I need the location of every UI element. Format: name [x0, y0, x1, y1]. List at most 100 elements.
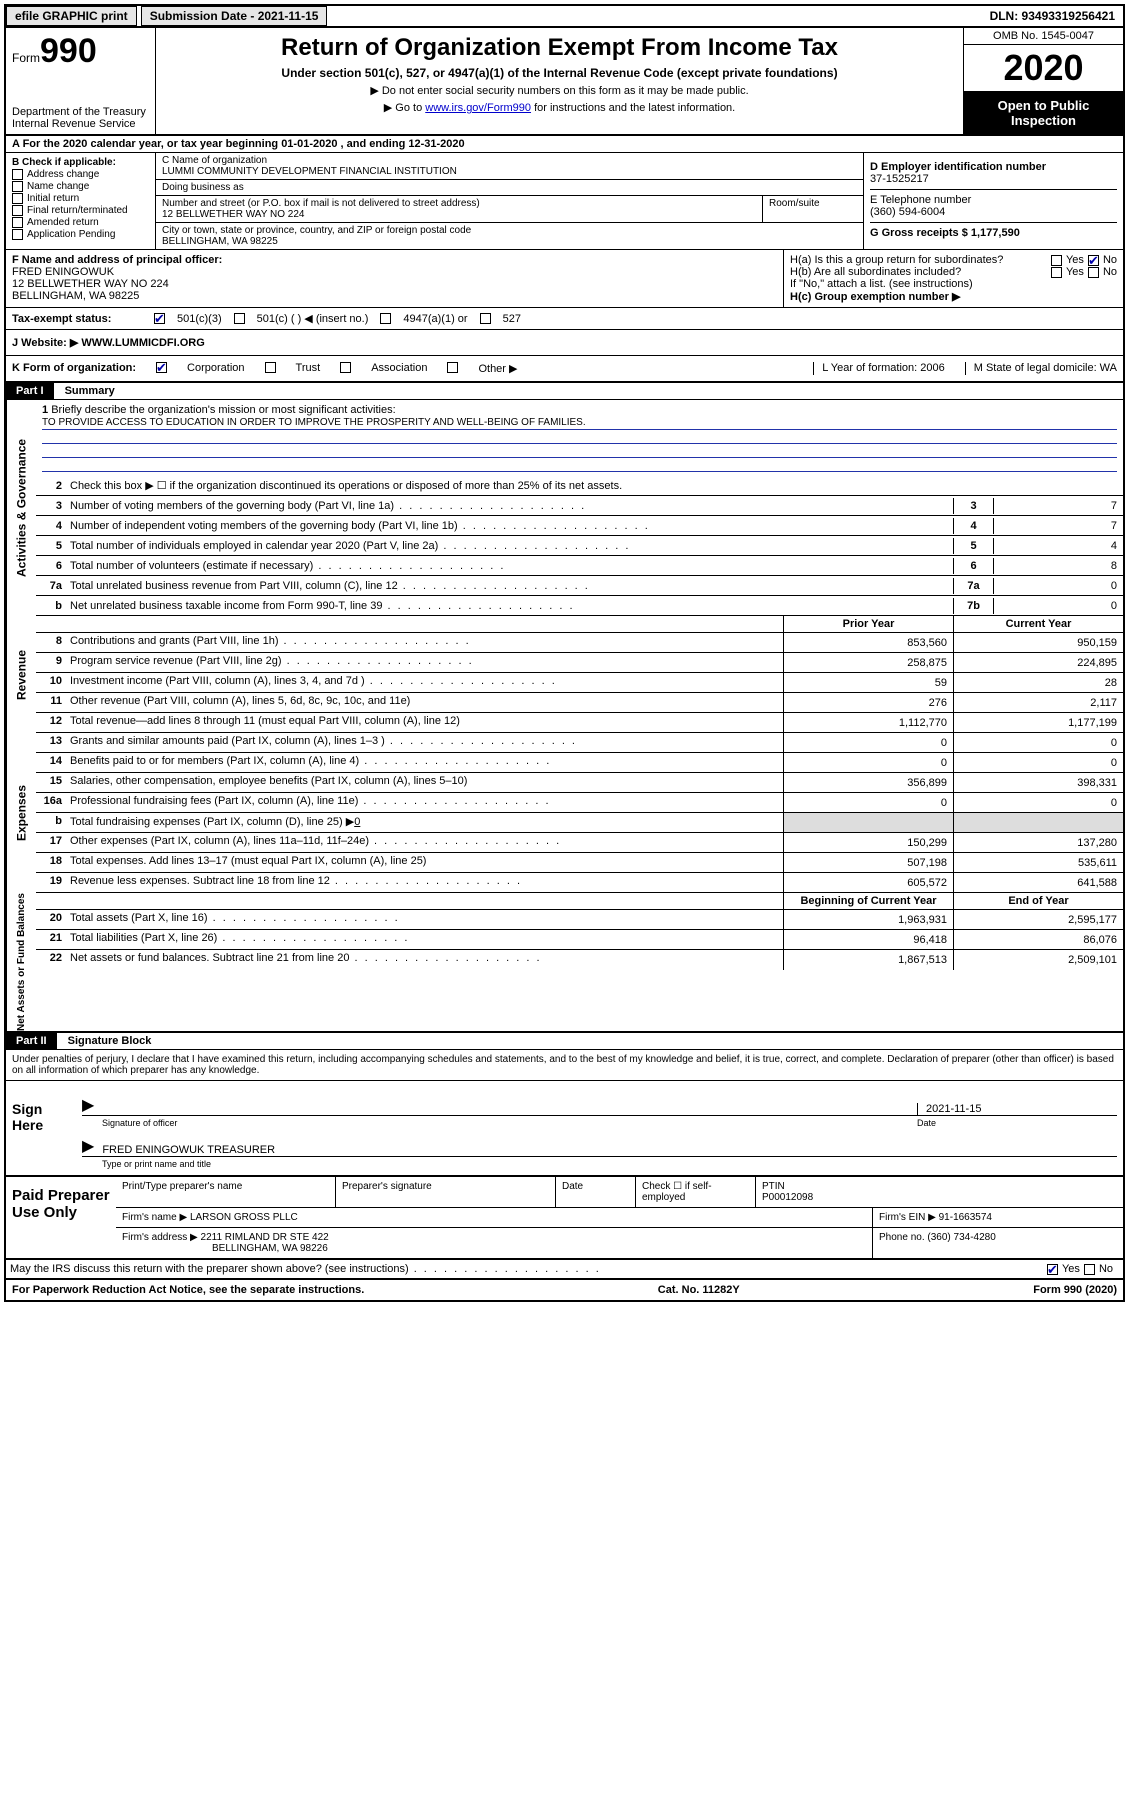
checkbox-icon[interactable]	[1088, 255, 1099, 266]
l16a-text: Professional fundraising fees (Part IX, …	[66, 793, 783, 812]
checkbox-icon[interactable]	[1084, 1264, 1095, 1275]
dln-value: DLN: 93493319256421	[982, 7, 1123, 25]
chk-label: Application Pending	[27, 229, 115, 240]
rev-col-hdr: Prior YearCurrent Year	[36, 616, 1123, 633]
note-pre: ▶ Go to	[384, 102, 425, 114]
checkbox-icon[interactable]	[1047, 1264, 1058, 1275]
l8-curr: 950,159	[953, 633, 1123, 652]
l13-curr: 0	[953, 733, 1123, 752]
governance-content: 1 Briefly describe the organization's mi…	[36, 400, 1123, 616]
efile-print-button[interactable]: efile GRAPHIC print	[6, 6, 137, 26]
l18-prior: 507,198	[783, 853, 953, 872]
hb-label: H(b) Are all subordinates included?	[790, 266, 1047, 278]
ein-val: 91-1663574	[939, 1212, 992, 1223]
h2: Preparer's signature	[336, 1177, 556, 1207]
k-l-m-row: K Form of organization: Corporation Trus…	[6, 356, 1123, 383]
line2: 2Check this box ▶ ☐ if the organization …	[36, 476, 1123, 496]
m-state: M State of legal domicile: WA	[965, 362, 1117, 375]
prep-hdr-row: Print/Type preparer's name Preparer's si…	[116, 1177, 1123, 1208]
c-name-cell: C Name of organization LUMMI COMMUNITY D…	[156, 153, 863, 179]
form-title: Return of Organization Exempt From Incom…	[166, 34, 953, 62]
sig-officer-line: ▶ 2021-11-15	[82, 1095, 1117, 1116]
room-cell: Room/suite	[763, 196, 863, 222]
j-label: J Website: ▶	[12, 337, 78, 349]
l13-text: Grants and similar amounts paid (Part IX…	[66, 733, 783, 752]
chk-final[interactable]: Final return/terminated	[12, 205, 149, 216]
opt-527: 527	[503, 313, 521, 325]
topbar: efile GRAPHIC print Submission Date - 20…	[6, 6, 1123, 28]
l12-text: Total revenue—add lines 8 through 11 (mu…	[66, 713, 783, 732]
ha-row: H(a) Is this a group return for subordin…	[790, 254, 1117, 266]
preparer-fields: Print/Type preparer's name Preparer's si…	[116, 1177, 1123, 1258]
hc-label: H(c) Group exemption number ▶	[790, 290, 1117, 303]
g-gross: G Gross receipts $ 1,177,590	[870, 223, 1117, 243]
irs-link[interactable]: www.irs.gov/Form990	[425, 102, 531, 114]
f-name: FRED ENINGOWUK	[12, 266, 777, 278]
checkbox-icon[interactable]	[265, 362, 276, 373]
l15-prior: 356,899	[783, 773, 953, 792]
website-row: J Website: ▶ WWW.LUMMICDFI.ORG	[6, 330, 1123, 356]
no: No	[1099, 1263, 1113, 1275]
footer-mid: Cat. No. 11282Y	[658, 1284, 740, 1296]
line7b: bNet unrelated business taxable income f…	[36, 596, 1123, 616]
checkbox-icon[interactable]	[234, 313, 245, 324]
l20-text: Total assets (Part X, line 16)	[66, 910, 783, 929]
l16b-text: Total fundraising expenses (Part IX, col…	[66, 813, 783, 832]
perjury-text: Under penalties of perjury, I declare th…	[6, 1050, 1123, 1081]
omb-number: OMB No. 1545-0047	[964, 28, 1123, 45]
discuss-text: May the IRS discuss this return with the…	[6, 1261, 1037, 1277]
yes: Yes	[1066, 254, 1084, 266]
line18: 18Total expenses. Add lines 13–17 (must …	[36, 853, 1123, 873]
part2-bar: Part II Signature Block	[6, 1033, 1123, 1050]
room-label: Room/suite	[769, 198, 857, 209]
b-checkboxes: B Check if applicable: Address change Na…	[6, 153, 156, 249]
chk-amended[interactable]: Amended return	[12, 217, 149, 228]
checkbox-icon[interactable]	[156, 362, 167, 373]
line-a: A For the 2020 calendar year, or tax yea…	[6, 136, 1123, 153]
mission-blank	[42, 444, 1117, 458]
checkbox-icon	[12, 205, 23, 216]
netassets-content: Beginning of Current YearEnd of Year 20T…	[36, 893, 1123, 1031]
checkbox-icon[interactable]	[1051, 267, 1062, 278]
l10-text: Investment income (Part VIII, column (A)…	[66, 673, 783, 692]
b-name-address: C Name of organization LUMMI COMMUNITY D…	[156, 153, 863, 249]
submission-date: Submission Date - 2021-11-15	[141, 6, 328, 26]
discuss-row: May the IRS discuss this return with the…	[6, 1260, 1123, 1280]
l17-curr: 137,280	[953, 833, 1123, 852]
arrow-icon: ▶	[82, 1095, 94, 1115]
checkbox-icon[interactable]	[447, 362, 458, 373]
arrow-icon: ▶	[82, 1136, 94, 1156]
checkbox-icon[interactable]	[154, 313, 165, 324]
l11-prior: 276	[783, 693, 953, 712]
chk-address[interactable]: Address change	[12, 169, 149, 180]
discuss-yn: Yes No	[1037, 1263, 1123, 1275]
l3-text: Number of voting members of the governin…	[66, 498, 953, 514]
l18-curr: 535,611	[953, 853, 1123, 872]
checkbox-icon[interactable]	[1088, 267, 1099, 278]
sig-date: 2021-11-15	[917, 1103, 1117, 1115]
l2-text: Check this box ▶ ☐ if the organization d…	[66, 477, 1123, 494]
col-beg: Beginning of Current Year	[783, 893, 953, 909]
note-post: for instructions and the latest informat…	[531, 102, 735, 114]
footer-right: Form 990 (2020)	[1033, 1284, 1117, 1296]
l17-prior: 150,299	[783, 833, 953, 852]
ein-cell: Firm's EIN ▶ 91-1663574	[873, 1208, 1123, 1227]
mission-text: TO PROVIDE ACCESS TO EDUCATION IN ORDER …	[42, 416, 1117, 430]
expenses-grid: Expenses 13Grants and similar amounts pa…	[6, 733, 1123, 893]
checkbox-icon[interactable]	[480, 313, 491, 324]
l7b-val: 0	[993, 598, 1123, 614]
chk-name[interactable]: Name change	[12, 181, 149, 192]
chk-pending[interactable]: Application Pending	[12, 229, 149, 240]
line13: 13Grants and similar amounts paid (Part …	[36, 733, 1123, 753]
checkbox-icon[interactable]	[340, 362, 351, 373]
chk-initial[interactable]: Initial return	[12, 193, 149, 204]
f-addr1: 12 BELLWETHER WAY NO 224	[12, 278, 777, 290]
yes: Yes	[1062, 1263, 1080, 1275]
checkbox-icon[interactable]	[380, 313, 391, 324]
l19-curr: 641,588	[953, 873, 1123, 892]
d-ein: D Employer identification number 37-1525…	[870, 157, 1117, 190]
l16a-prior: 0	[783, 793, 953, 812]
phone-cell: Phone no. (360) 734-4280	[873, 1228, 1123, 1258]
j-val: WWW.LUMMICDFI.ORG	[81, 337, 204, 349]
checkbox-icon[interactable]	[1051, 255, 1062, 266]
